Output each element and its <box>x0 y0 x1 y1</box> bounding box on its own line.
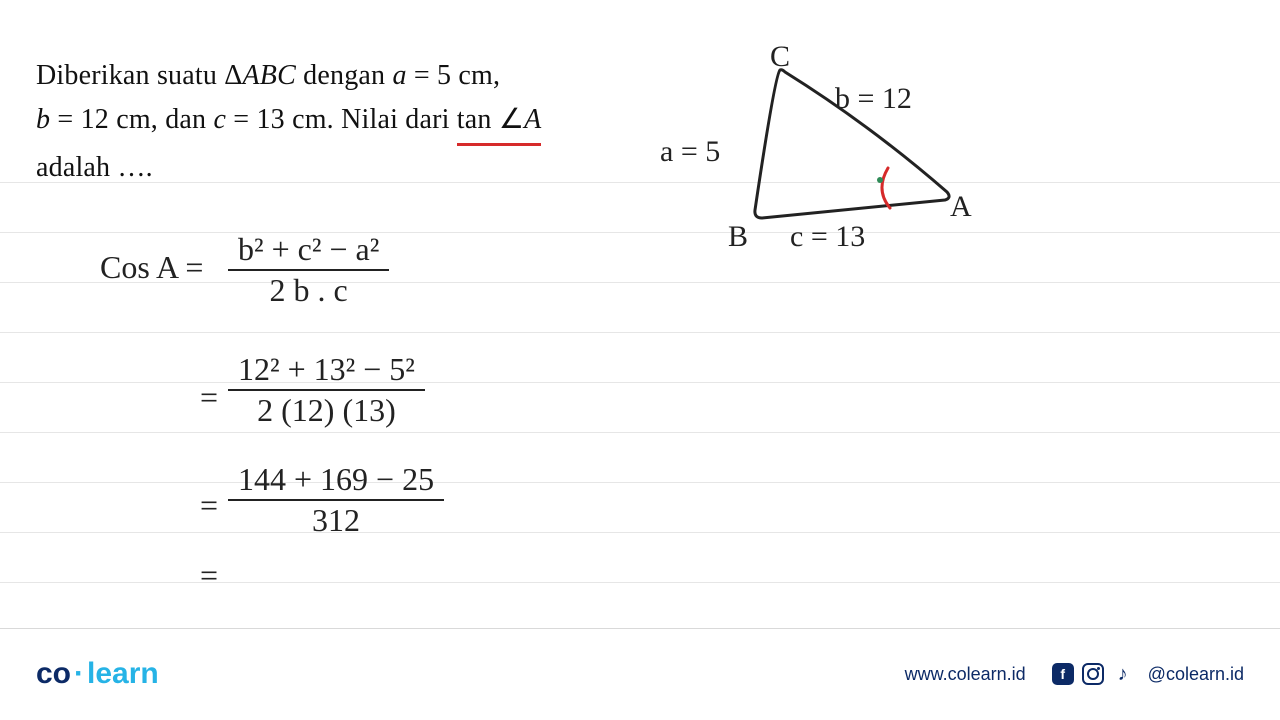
side-a: a = 5 <box>660 135 720 169</box>
side-c: c = 13 <box>790 220 865 254</box>
problem-line-2: b = 12 cm, dan c = 13 cm. Nilai dari tan… <box>36 98 666 146</box>
problem-statement: Diberikan suatu ΔABC dengan a = 5 cm, b … <box>36 54 666 190</box>
social-handle: @colearn.id <box>1148 664 1244 685</box>
instagram-icon <box>1082 663 1104 685</box>
problem-line-3: adalah …. <box>36 146 666 190</box>
angle-symbol: ∠ <box>499 104 524 135</box>
text: = 13 cm. Nilai dari <box>226 104 457 135</box>
var-c: c <box>213 104 226 135</box>
fraction-3: 144 + 169 − 25 312 <box>228 462 444 538</box>
equals-2: = <box>200 380 218 415</box>
tan-text: tan <box>457 104 499 135</box>
frac3-num: 144 + 169 − 25 <box>228 462 444 501</box>
facebook-icon: f <box>1052 663 1074 685</box>
frac2-num: 12² + 13² − 5² <box>228 352 425 391</box>
footer: co·learn www.colearn.id f ♪ @colearn.id <box>0 654 1280 694</box>
text: = 5 cm, <box>407 60 501 91</box>
fraction-1: b² + c² − a² 2 b . c <box>228 232 389 308</box>
footer-url: www.colearn.id <box>905 664 1026 685</box>
triangle-abc: ABC <box>242 60 295 91</box>
text: dengan <box>296 60 392 91</box>
var-a: a <box>392 60 406 91</box>
footer-divider <box>0 628 1280 629</box>
angle-a: A <box>524 104 541 135</box>
side-b: b = 12 <box>835 82 912 116</box>
equals-4: = <box>200 558 218 593</box>
text: Diberikan suatu <box>36 60 224 91</box>
vertex-c: C <box>770 40 790 74</box>
logo-dot: · <box>71 657 87 690</box>
tiktok-icon: ♪ <box>1112 663 1134 685</box>
problem-line-1: Diberikan suatu ΔABC dengan a = 5 cm, <box>36 54 666 98</box>
delta-symbol: Δ <box>224 60 242 91</box>
logo-co: co <box>36 657 71 690</box>
frac1-num: b² + c² − a² <box>228 232 389 271</box>
frac3-den: 312 <box>228 501 444 538</box>
vertex-b: B <box>728 220 748 254</box>
fraction-2: 12² + 13² − 5² 2 (12) (13) <box>228 352 425 428</box>
text: adalah …. <box>36 152 153 183</box>
frac2-den: 2 (12) (13) <box>228 391 425 428</box>
social-icons: f ♪ @colearn.id <box>1052 663 1244 685</box>
triangle-diagram: C A B a = 5 b = 12 c = 13 <box>650 40 990 280</box>
logo-learn: learn <box>87 657 159 690</box>
var-b: b <box>36 104 50 135</box>
text: = 12 cm, dan <box>50 104 213 135</box>
tan-underlined: tan ∠A <box>457 98 542 146</box>
cos-lhs: Cos A = <box>100 250 203 285</box>
logo: co·learn <box>36 657 159 691</box>
frac1-den: 2 b . c <box>228 271 389 308</box>
equals-3: = <box>200 488 218 523</box>
vertex-a: A <box>950 190 972 224</box>
